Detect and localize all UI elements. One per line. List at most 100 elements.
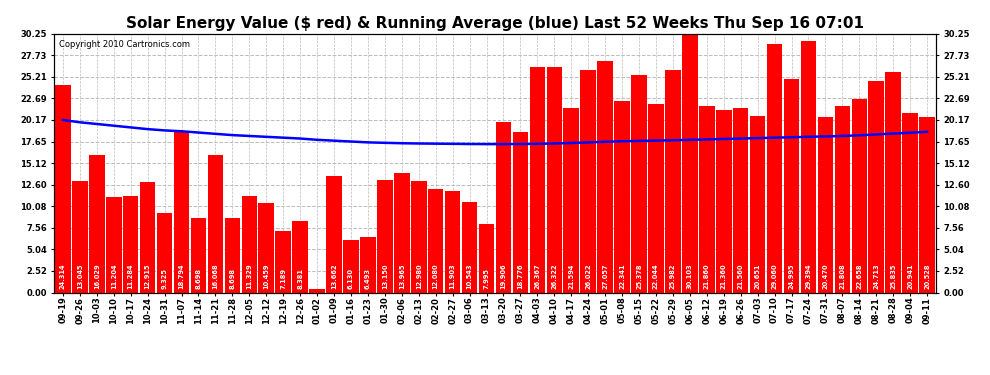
Text: Copyright 2010 Cartronics.com: Copyright 2010 Cartronics.com — [58, 40, 190, 49]
Title: Solar Energy Value ($ red) & Running Average (blue) Last 52 Weeks Thu Sep 16 07:: Solar Energy Value ($ red) & Running Ave… — [126, 16, 864, 31]
Bar — [309, 290, 325, 292]
Text: 11.903: 11.903 — [449, 264, 455, 289]
Bar — [377, 180, 393, 292]
Text: 12.080: 12.080 — [433, 264, 439, 289]
Bar — [242, 196, 257, 292]
Bar — [292, 221, 308, 292]
Bar — [191, 218, 206, 292]
Bar — [428, 189, 444, 292]
Bar — [733, 108, 748, 292]
Text: 22.658: 22.658 — [856, 264, 862, 289]
Bar — [784, 79, 799, 292]
Text: 20.651: 20.651 — [754, 264, 760, 289]
Bar — [835, 106, 850, 292]
Text: 13.045: 13.045 — [77, 264, 83, 289]
Text: 11.329: 11.329 — [247, 264, 252, 289]
Bar — [173, 132, 189, 292]
Bar — [563, 108, 579, 292]
Text: 21.594: 21.594 — [568, 264, 574, 289]
Text: 8.698: 8.698 — [230, 268, 236, 289]
Text: 19.906: 19.906 — [501, 264, 507, 289]
Bar — [767, 44, 782, 292]
Bar — [411, 182, 427, 292]
Bar — [123, 196, 139, 292]
Text: 13.965: 13.965 — [399, 264, 405, 289]
Text: 13.662: 13.662 — [331, 264, 337, 289]
Bar — [682, 35, 698, 292]
Bar — [156, 213, 172, 292]
Bar — [818, 117, 834, 292]
Text: 16.068: 16.068 — [213, 264, 219, 289]
Bar — [479, 224, 494, 292]
Text: 11.204: 11.204 — [111, 264, 117, 289]
Bar — [530, 67, 545, 292]
Bar — [72, 181, 88, 292]
Bar — [868, 81, 884, 292]
Text: 26.322: 26.322 — [551, 264, 557, 289]
Text: 25.835: 25.835 — [890, 264, 896, 289]
Text: 7.189: 7.189 — [280, 268, 286, 289]
Text: 9.325: 9.325 — [161, 268, 167, 289]
Bar — [632, 75, 646, 292]
Bar — [851, 99, 867, 292]
Bar — [225, 218, 241, 292]
Bar — [716, 110, 732, 292]
Text: 21.808: 21.808 — [840, 264, 845, 289]
Text: 22.044: 22.044 — [653, 264, 659, 289]
Text: 29.060: 29.060 — [771, 264, 777, 289]
Text: 13.150: 13.150 — [382, 264, 388, 289]
Text: 20.941: 20.941 — [907, 264, 913, 289]
Text: 21.360: 21.360 — [721, 264, 727, 289]
Bar — [89, 155, 105, 292]
Bar — [801, 41, 817, 292]
Bar — [394, 173, 410, 292]
Bar — [55, 84, 70, 292]
Text: 24.995: 24.995 — [788, 264, 795, 289]
Text: 26.367: 26.367 — [535, 264, 541, 289]
Text: 26.022: 26.022 — [585, 264, 591, 289]
Text: 29.394: 29.394 — [806, 264, 812, 289]
Bar — [140, 182, 155, 292]
Text: 18.776: 18.776 — [518, 264, 524, 289]
Bar — [344, 240, 358, 292]
Text: 24.713: 24.713 — [873, 264, 879, 289]
Text: 8.698: 8.698 — [195, 268, 202, 289]
Text: 24.314: 24.314 — [60, 264, 66, 289]
Bar — [648, 104, 663, 292]
Bar — [461, 202, 477, 292]
Text: 20.470: 20.470 — [823, 264, 829, 289]
Text: 10.459: 10.459 — [263, 264, 269, 289]
Bar — [327, 176, 342, 292]
Bar — [665, 70, 681, 292]
Text: 21.860: 21.860 — [704, 264, 710, 289]
Text: 25.378: 25.378 — [636, 264, 643, 289]
Text: 12.980: 12.980 — [416, 264, 422, 289]
Bar — [445, 190, 460, 292]
Text: 10.543: 10.543 — [466, 264, 472, 289]
Text: 25.982: 25.982 — [670, 264, 676, 289]
Text: 16.029: 16.029 — [94, 264, 100, 289]
Text: 8.381: 8.381 — [297, 268, 303, 289]
Text: 6.493: 6.493 — [365, 268, 371, 289]
Bar — [920, 117, 935, 292]
Bar — [496, 122, 511, 292]
Bar — [749, 116, 765, 292]
Bar — [360, 237, 376, 292]
Bar — [513, 132, 529, 292]
Bar — [699, 105, 715, 292]
Bar — [614, 101, 630, 292]
Text: 27.057: 27.057 — [602, 264, 608, 289]
Text: 22.341: 22.341 — [619, 264, 625, 289]
Text: 18.794: 18.794 — [178, 264, 184, 289]
Text: 30.103: 30.103 — [687, 264, 693, 289]
Bar — [580, 70, 596, 292]
Text: 12.915: 12.915 — [145, 264, 150, 289]
Bar — [258, 203, 274, 292]
Text: 6.130: 6.130 — [347, 268, 354, 289]
Bar — [106, 196, 122, 292]
Bar — [597, 61, 613, 292]
Bar — [275, 231, 291, 292]
Bar — [902, 113, 918, 292]
Text: 11.284: 11.284 — [128, 264, 134, 289]
Bar — [885, 72, 901, 292]
